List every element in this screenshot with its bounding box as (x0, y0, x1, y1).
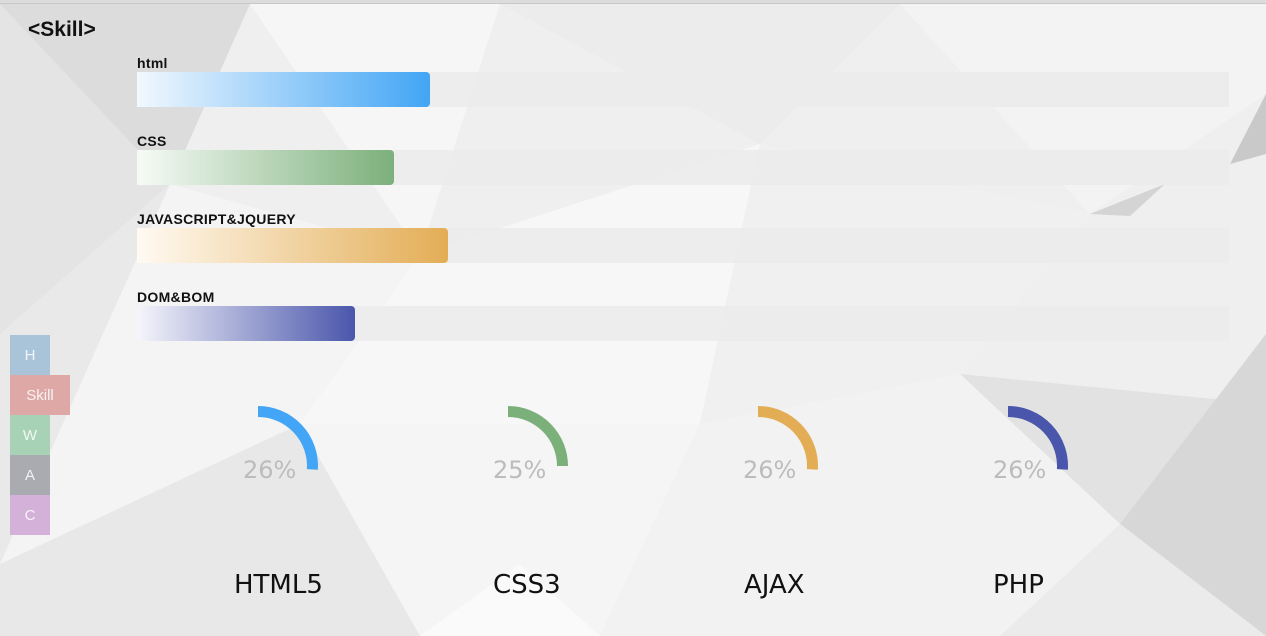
gauge-percent: 26% (743, 456, 797, 484)
skill-dom-bom: DOM&BOM (137, 288, 1229, 341)
gauge-ring (757, 406, 818, 470)
gauge-arc (757, 406, 818, 470)
gauge-arc (507, 406, 568, 467)
progress-fill (137, 150, 394, 185)
progress-fill (137, 72, 430, 107)
gauge-percent: 26% (243, 456, 297, 484)
progress-fill (137, 306, 355, 341)
tech-label-css3: CSS3 (493, 570, 561, 600)
tech-label-html5: HTML5 (234, 570, 323, 600)
skill-label: CSS (137, 133, 167, 149)
skill-label: DOM&BOM (137, 289, 215, 305)
window-top-border (0, 0, 1266, 4)
skill-label: JAVASCRIPT&JQUERY (137, 211, 296, 227)
gauge-arc (1007, 406, 1068, 470)
section-title: <Skill> (28, 18, 96, 41)
nav-item-skill[interactable]: Skill (10, 375, 70, 415)
gauge-percent: 26% (993, 456, 1047, 484)
tech-label-ajax: AJAX (744, 570, 805, 600)
tech-label-php: PHP (993, 570, 1044, 600)
progress-fill (137, 228, 448, 263)
progress-track (137, 306, 1229, 341)
skill-html: html (137, 54, 1229, 107)
gauge-ring (507, 406, 568, 467)
nav-item-w[interactable]: W (10, 415, 50, 455)
nav-item-h[interactable]: H (10, 335, 50, 375)
gauge-ring (1007, 406, 1068, 470)
gauge-ring (257, 406, 318, 470)
skill-javascript-jquery: JAVASCRIPT&JQUERY (137, 210, 1229, 263)
progress-track (137, 72, 1229, 107)
skill-css: CSS (137, 132, 1229, 185)
nav-item-a[interactable]: A (10, 455, 50, 495)
progress-track (137, 228, 1229, 263)
nav-item-c[interactable]: C (10, 495, 50, 535)
skill-label: html (137, 55, 168, 71)
gauge-arc (257, 406, 318, 470)
progress-track (137, 150, 1229, 185)
gauge-percent: 25% (493, 456, 547, 484)
